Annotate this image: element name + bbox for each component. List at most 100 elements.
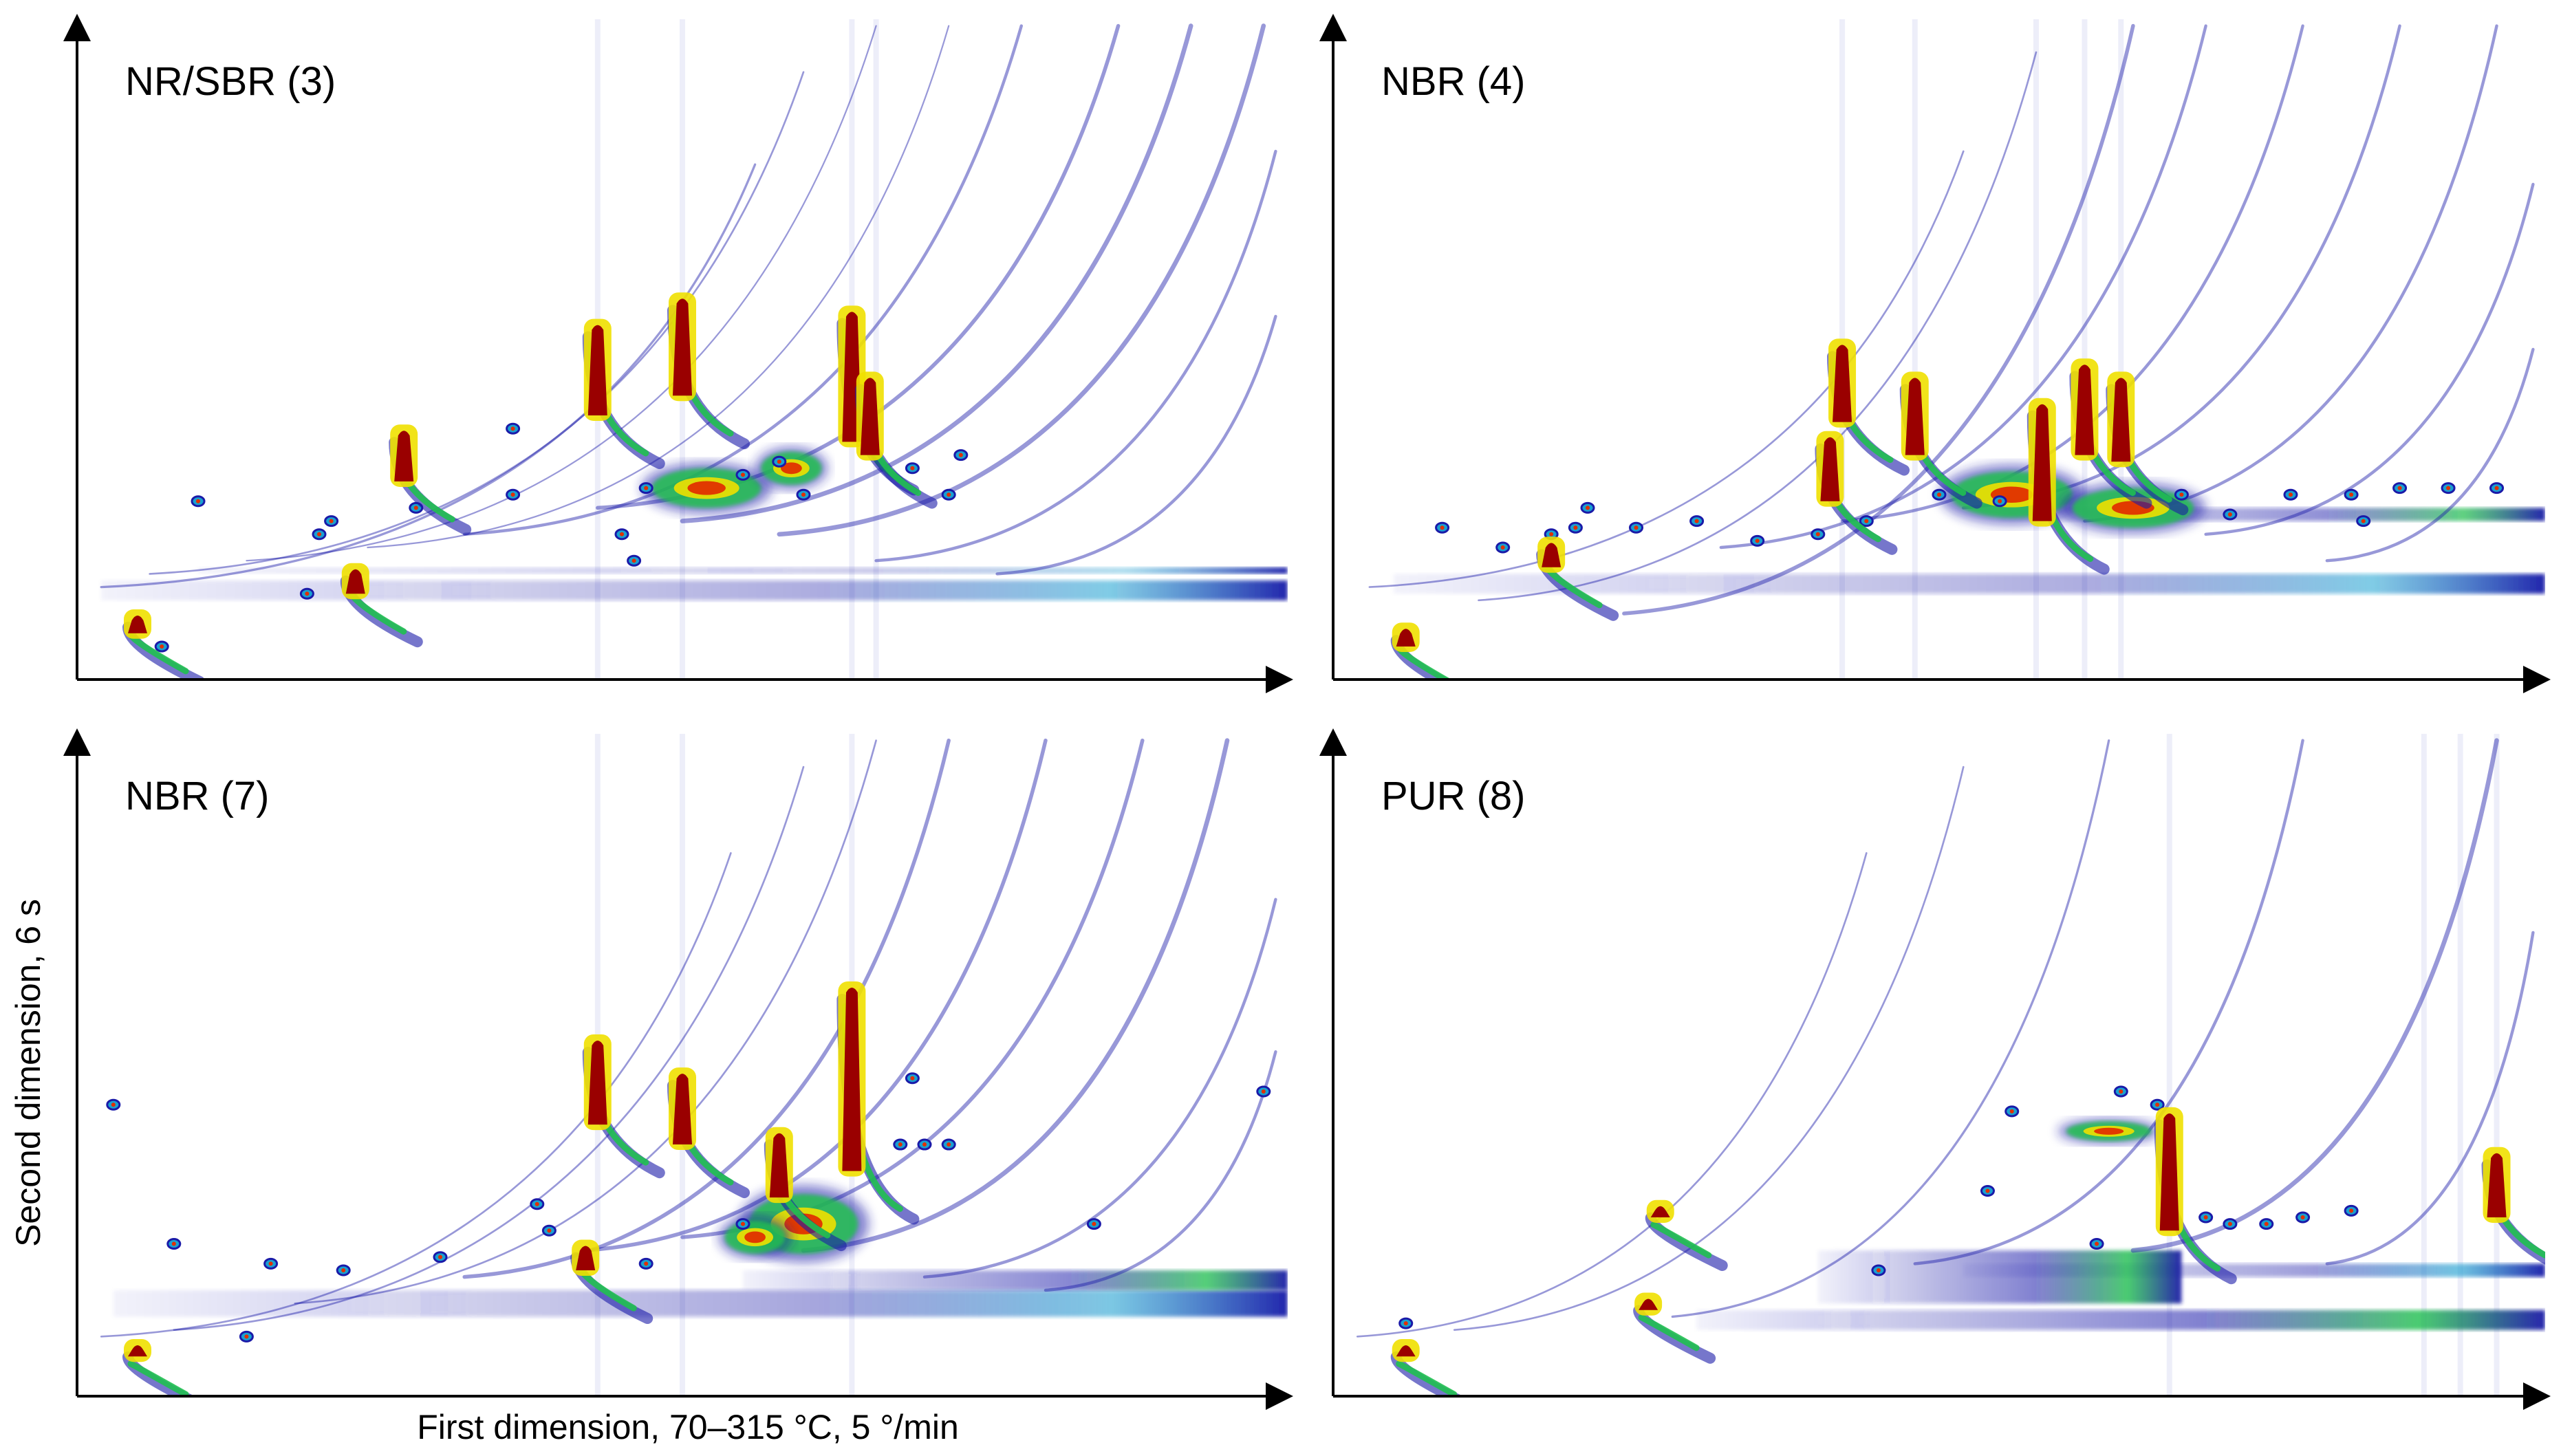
peak-apex <box>1396 629 1416 646</box>
analyte-spot-core <box>1864 519 1869 523</box>
peak-apex <box>1833 345 1852 422</box>
column-bleed-streak <box>2421 734 2427 1396</box>
baseline-band <box>1696 1310 2545 1330</box>
analyte-spot-core <box>741 472 745 477</box>
peak-apex <box>2032 404 2052 521</box>
peak-apex <box>1820 437 1840 501</box>
smear-max <box>781 462 802 475</box>
homologous-series-curve <box>680 23 1193 523</box>
analyte-spot-core <box>2397 486 2402 490</box>
homologous-series-curve <box>874 149 1277 563</box>
analyte-spot-core <box>2446 486 2451 490</box>
homologous-series-curve <box>2083 24 2498 523</box>
analyte-spot-core <box>947 492 951 497</box>
analyte-spot-core <box>910 1076 915 1080</box>
peak-apex <box>1542 543 1562 567</box>
analyte-spot-core <box>1937 492 1941 497</box>
analyte-spot-core <box>268 1261 273 1266</box>
homologous-series-curve <box>680 738 1145 1239</box>
peak-apex <box>2111 378 2131 462</box>
analyte-spot-core <box>1440 525 1445 530</box>
column-bleed-streak <box>2033 19 2039 680</box>
peak-apex <box>842 987 862 1171</box>
analyte-spot-core <box>777 459 781 464</box>
analyte-spot-core <box>947 1142 951 1147</box>
panel-label: NBR (4) <box>1381 59 1525 104</box>
homologous-series-curve <box>1453 765 1965 1332</box>
analyte-spot-core <box>1694 519 1699 523</box>
panel-label: PUR (8) <box>1381 774 1525 818</box>
analyte-spot-core <box>160 644 164 649</box>
analyte-spot-core <box>111 1102 116 1107</box>
analyte-spot-core <box>2349 1208 2354 1213</box>
baseline-band <box>101 580 1288 600</box>
analyte-spot-core <box>171 1241 176 1246</box>
smear-max <box>744 1231 766 1243</box>
analyte-spot-core <box>898 1142 903 1147</box>
panel-label: NR/SBR (3) <box>125 59 336 104</box>
analyte-spot-core <box>438 1254 442 1259</box>
column-bleed-streak <box>2494 734 2500 1396</box>
analyte-spot-core <box>1549 532 1554 536</box>
homologous-series-curve <box>367 25 950 549</box>
homologous-series-curve <box>995 314 1277 576</box>
peak-apex <box>2487 1153 2507 1217</box>
peak-apex <box>860 378 880 455</box>
panel-label: NBR (7) <box>125 774 269 818</box>
analyte-spot-core <box>958 453 963 457</box>
peak-apex <box>394 431 414 481</box>
analyte-spot-core <box>1586 506 1590 510</box>
analyte-spot-core <box>1573 525 1578 530</box>
analyte-spot-core <box>2203 1215 2208 1219</box>
analyte-spot-core <box>1998 499 2002 503</box>
peak-apex <box>587 325 607 415</box>
homologous-series-curve <box>462 738 951 1279</box>
analyte-spot-core <box>196 499 200 503</box>
peak-apex <box>128 616 147 633</box>
plot-area <box>1356 734 2545 1396</box>
analyte-spot-core <box>922 1142 927 1147</box>
peak-tailing-core <box>1638 1314 1700 1351</box>
homologous-series-curve <box>149 71 805 575</box>
analyte-spot-core <box>510 426 515 431</box>
analyte-spot-core <box>2227 512 2232 517</box>
peak-apex <box>345 569 365 594</box>
homologous-series-curve <box>1913 739 2304 1265</box>
peak-tailing-core <box>1396 1360 1458 1396</box>
smear-max <box>2094 1127 2124 1135</box>
column-bleed-streak <box>680 734 685 1396</box>
homologous-series-curve <box>583 738 1048 1252</box>
peak-apex <box>1650 1206 1670 1217</box>
homologous-series-curve <box>1478 51 2038 602</box>
homologous-series-curve <box>922 898 1277 1279</box>
column-bleed-streak <box>2118 19 2124 680</box>
peak-apex <box>673 298 692 396</box>
homologous-series-curve <box>1356 852 1868 1338</box>
x-axis-title: First dimension, 70–315 °C, 5 °/min <box>417 1408 959 1446</box>
peak-apex <box>2159 1113 2179 1231</box>
plot-area <box>100 19 1288 680</box>
analyte-spot-core <box>1755 539 1760 543</box>
analyte-spot-core <box>1876 1268 1881 1273</box>
analyte-spot-core <box>1634 525 1639 530</box>
peak-tailing-core <box>1650 1221 1712 1259</box>
homologous-series-curve <box>2325 347 2535 563</box>
analyte-spot-core <box>631 558 636 563</box>
plot-area <box>100 734 1288 1396</box>
column-bleed-streak <box>2082 19 2088 680</box>
analyte-spot-core <box>317 532 321 536</box>
analyte-spot-core <box>510 492 515 497</box>
panel-nr-sbr-3: NR/SBR (3) <box>63 14 1293 693</box>
analyte-spot-core <box>644 1261 649 1266</box>
baseline-band <box>198 567 1288 574</box>
analyte-spot-core <box>2155 1102 2160 1107</box>
smear-max <box>687 481 726 495</box>
analyte-spot-core <box>2288 492 2293 497</box>
peak-apex <box>673 1074 692 1145</box>
column-bleed-streak <box>2457 734 2463 1396</box>
analyte-spot-core <box>741 1221 745 1226</box>
homologous-series-curve <box>294 739 877 1305</box>
analyte-spot-core <box>534 1202 539 1206</box>
analyte-spot-core <box>2494 486 2499 490</box>
